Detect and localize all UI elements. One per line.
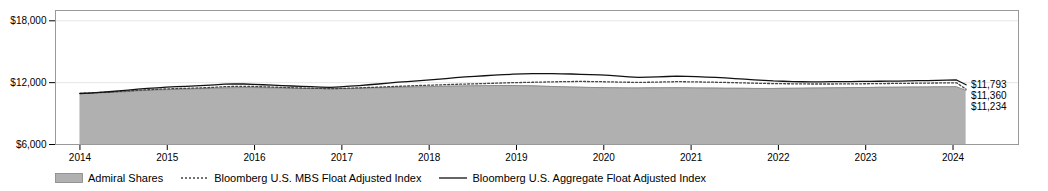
svg-text:$11,360: $11,360 <box>971 90 1007 101</box>
svg-text:2019: 2019 <box>505 152 528 163</box>
html-text:Admiral Shares: Admiral Shares <box>88 172 164 184</box>
svg-text:$11,234: $11,234 <box>971 101 1007 112</box>
svg-text:2017: 2017 <box>331 152 354 163</box>
svg-text:2018: 2018 <box>418 152 441 163</box>
svg-text:2024: 2024 <box>942 152 965 163</box>
svg-text:$18,000: $18,000 <box>10 15 47 26</box>
svg-text:2020: 2020 <box>593 152 616 163</box>
svg-text:2014: 2014 <box>69 152 92 163</box>
html-text:Bloomberg U.S. Aggregate Float: Bloomberg U.S. Aggregate Float Adjusted … <box>472 172 707 184</box>
html-text:Bloomberg U.S. MBS Float Adjus: Bloomberg U.S. MBS Float Adjusted Index <box>214 172 422 184</box>
svg-text:$12,000: $12,000 <box>10 77 47 88</box>
svg-text:$6,000: $6,000 <box>16 139 47 150</box>
svg-text:2016: 2016 <box>243 152 266 163</box>
svg-text:2015: 2015 <box>156 152 179 163</box>
svg-text:2022: 2022 <box>767 152 790 163</box>
svg-text:2021: 2021 <box>680 152 703 163</box>
svg-text:2023: 2023 <box>855 152 878 163</box>
svg-text:$11,793: $11,793 <box>971 79 1007 90</box>
